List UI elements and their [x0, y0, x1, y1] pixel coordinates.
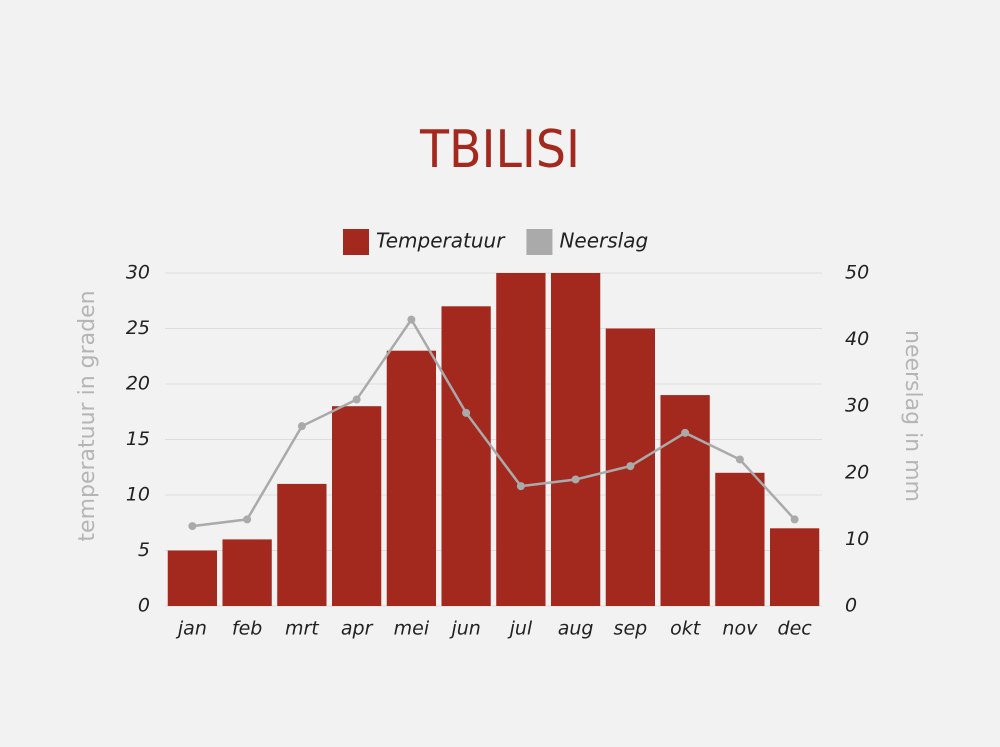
y2-tick-label: 0 [845, 595, 857, 617]
bar [660, 395, 710, 606]
line-point [735, 455, 744, 464]
y-tick-label: 15 [126, 428, 150, 450]
legend-swatch [343, 229, 369, 255]
y-tick-label: 5 [138, 539, 150, 561]
y2-tick-label: 10 [845, 528, 869, 550]
y-tick-label: 20 [126, 373, 150, 395]
y-tick-label: 30 [126, 262, 150, 284]
bar [386, 350, 437, 606]
y-axis-label: temperatuur in graden [75, 290, 100, 541]
line-point [352, 395, 361, 404]
x-tick-label: sep [614, 618, 648, 640]
bar [277, 483, 327, 606]
y-tick-label: 10 [126, 484, 150, 506]
legend-label: Neerslag [559, 229, 648, 253]
x-tick-label: jun [448, 618, 480, 640]
x-tick-label: mei [394, 618, 430, 640]
line [192, 317, 796, 528]
line-point [790, 515, 799, 524]
line-point [626, 462, 635, 471]
line-point [297, 422, 306, 431]
y2-tick-label: 50 [845, 262, 869, 284]
x-tick-label: mrt [285, 618, 320, 640]
bar [167, 550, 218, 606]
x-tick-label: jan [175, 618, 207, 640]
legend-swatch [526, 229, 553, 255]
x-tick-label: jul [507, 618, 533, 640]
line-point [243, 515, 252, 524]
line-point [462, 408, 471, 417]
y2-tick-label: 40 [845, 328, 869, 350]
bar [496, 273, 546, 606]
y-tick-label: 0 [138, 595, 150, 617]
line-point [681, 428, 690, 437]
bar [222, 539, 272, 606]
x-tick-label: nov [722, 618, 758, 640]
line-point [188, 522, 197, 531]
legend-label: Temperatuur [376, 229, 506, 253]
line-point [407, 315, 416, 324]
x-tick-label: feb [232, 618, 262, 640]
bar [715, 472, 765, 606]
x-tick-label: dec [778, 618, 813, 640]
bar [331, 406, 382, 606]
line-point [571, 475, 580, 484]
bar [441, 306, 491, 606]
line-point [516, 482, 525, 491]
bar [550, 273, 601, 606]
chart-title: TBILISI [419, 120, 580, 180]
x-tick-label: aug [558, 618, 594, 640]
y2-axis-label: neerslag in mm [900, 330, 925, 502]
x-tick-label: okt [670, 618, 702, 640]
bar [769, 528, 820, 606]
x-tick-label: apr [341, 618, 374, 640]
y2-tick-label: 30 [845, 395, 869, 417]
y-tick-label: 25 [126, 317, 150, 339]
y2-tick-label: 20 [845, 461, 869, 483]
